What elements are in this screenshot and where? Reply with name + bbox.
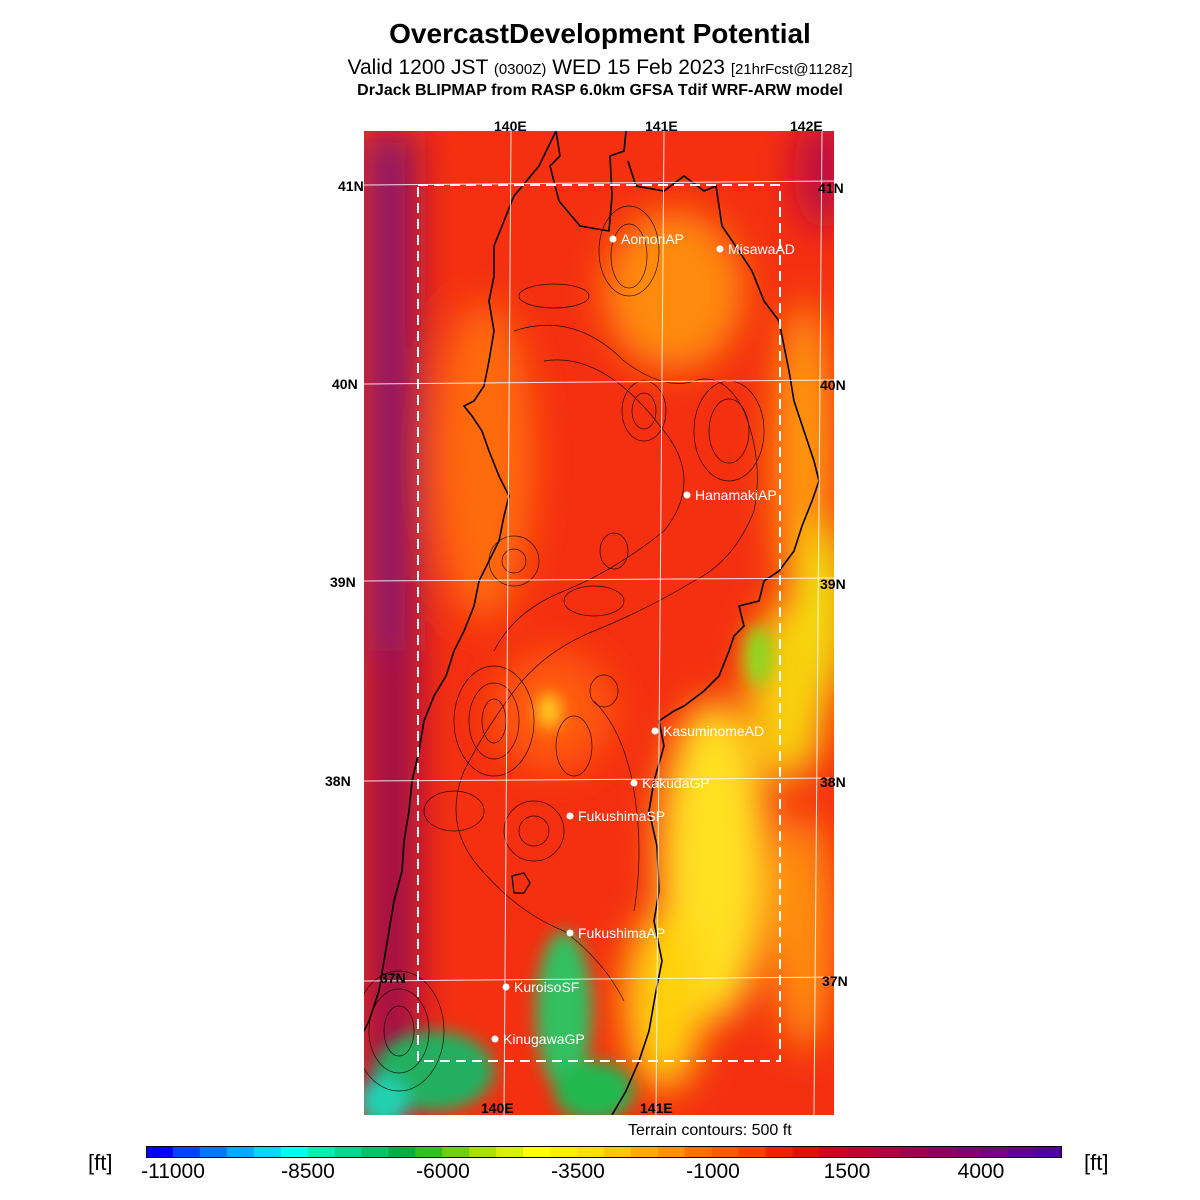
terrain-caption: Terrain contours: 500 ft (628, 1122, 792, 1139)
color-swatch (1035, 1146, 1062, 1158)
color-swatch (927, 1146, 955, 1158)
lat-label: 39N (820, 576, 846, 592)
color-swatch (846, 1146, 875, 1158)
lat-label: 38N (325, 773, 351, 789)
color-swatch (172, 1146, 201, 1158)
lat-label: 41N (818, 180, 844, 196)
color-swatch (415, 1146, 443, 1158)
zulu-time: (0300Z) (493, 61, 547, 78)
lat-label: 38N (820, 774, 846, 790)
color-swatch (442, 1146, 470, 1158)
color-swatch (873, 1146, 901, 1158)
legend-tick: 4000 (957, 1160, 1005, 1183)
color-swatch (819, 1146, 848, 1158)
color-swatch (792, 1146, 821, 1158)
scale-border (146, 1146, 1062, 1158)
station-label: AomoriAP (621, 231, 684, 247)
color-swatch (1008, 1146, 1036, 1158)
station-label: FukushimaSP (578, 808, 665, 824)
lat-label: 39N (330, 574, 356, 590)
color-swatch (550, 1146, 578, 1158)
model-description: DrJack BLIPMAP from RASP 6.0km GFSA Tdif… (357, 82, 843, 99)
legend-tick: -1000 (686, 1160, 740, 1183)
lon-label: 140E (481, 1100, 514, 1116)
station-label: KakudaGP (642, 775, 710, 791)
color-swatch (334, 1146, 363, 1158)
color-swatch (981, 1146, 1009, 1158)
station-label: KuroisoSF (514, 979, 579, 995)
lon-label: 141E (645, 118, 678, 134)
color-swatch (657, 1146, 686, 1158)
legend-tick: 1500 (823, 1160, 871, 1183)
color-swatch (604, 1146, 632, 1158)
legend-tick: -8500 (281, 1160, 335, 1183)
color-swatch (280, 1146, 309, 1158)
color-swatch (469, 1146, 497, 1158)
lat-label: 40N (820, 377, 846, 393)
legend-unit-right: [ft] (1084, 1150, 1109, 1175)
valid-prefix: Valid 1200 JST (347, 56, 488, 79)
lat-label: 37N (380, 970, 406, 986)
color-swatch (361, 1146, 390, 1158)
station-label: HanamakiAP (695, 487, 777, 503)
color-swatch (900, 1146, 928, 1158)
coastline (364, 131, 820, 1115)
lake-outline (511, 872, 531, 894)
legend-unit-left: [ft] (88, 1150, 113, 1175)
color-swatch (146, 1146, 174, 1158)
lat-label: 40N (332, 376, 358, 392)
forecast-run: [21hrFcst@1128z] (730, 61, 853, 78)
color-swatch (199, 1146, 228, 1158)
station-label: FukushimaAP (578, 925, 665, 941)
color-swatch (738, 1146, 767, 1158)
forecast-map: AomoriAP MisawaAD HanamakiAP KasuminomeA… (364, 131, 834, 1115)
color-swatch (711, 1146, 740, 1158)
color-scale (146, 1146, 1062, 1158)
color-swatch (954, 1146, 982, 1158)
color-swatch (523, 1146, 551, 1158)
color-swatch (630, 1146, 659, 1158)
color-swatch (684, 1146, 713, 1158)
inner-domain-box (417, 184, 781, 1062)
station-label: KasuminomeAD (663, 723, 764, 739)
lon-label: 142E (790, 118, 823, 134)
terrain-contours (364, 205, 765, 1092)
legend-tick: -11000 (141, 1160, 205, 1183)
color-swatch (577, 1146, 605, 1158)
legend-tick: -3500 (551, 1160, 605, 1183)
valid-time: Valid 1200 JST (0300Z) WED 15 Feb 2023 [… (0, 56, 1200, 80)
station-label: KinugawaGP (503, 1031, 585, 1047)
page-title: OvercastDevelopment Potential (389, 18, 811, 49)
lat-label: 37N (822, 973, 848, 989)
station-dots (491, 235, 724, 1043)
lon-label: 140E (494, 118, 527, 134)
color-swatch (765, 1146, 794, 1158)
color-swatch (253, 1146, 282, 1158)
valid-date: WED 15 Feb 2023 (552, 56, 725, 79)
legend-tick: -6000 (416, 1160, 470, 1183)
graticule (364, 131, 834, 1115)
field-green (364, 626, 773, 1115)
lat-label: 41N (338, 178, 364, 194)
lon-label: 141E (640, 1100, 673, 1116)
color-swatch (496, 1146, 524, 1158)
station-label: MisawaAD (728, 241, 795, 257)
color-swatch (226, 1146, 255, 1158)
color-swatch (307, 1146, 336, 1158)
color-swatch (388, 1146, 417, 1158)
